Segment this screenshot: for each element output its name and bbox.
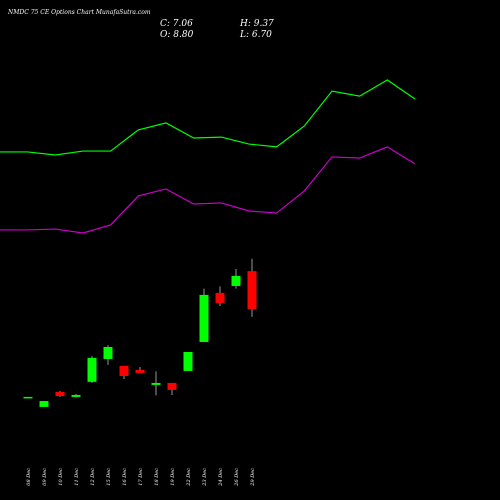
stat: O: 8.80	[160, 30, 194, 40]
stat: C: 7.06	[160, 19, 193, 29]
x-tick-label: 26 Dec	[234, 468, 240, 487]
candle-body	[183, 352, 193, 371]
x-tick-label: 22 Dec	[186, 468, 192, 487]
x-tick-label: 24 Dec	[218, 468, 224, 487]
x-tick-label: 16 Dec	[122, 468, 128, 486]
x-tick-label: 23 Dec	[202, 468, 208, 487]
candle-body	[167, 382, 177, 390]
candle-body	[151, 382, 161, 385]
candle-body	[39, 401, 49, 407]
stat: L: 6.70	[239, 30, 272, 40]
candle-body	[215, 292, 225, 303]
x-tick-label: 17 Dec	[138, 468, 144, 486]
candle-body	[247, 271, 257, 310]
stat: H: 9.37	[239, 19, 274, 29]
x-tick-label: 11 Dec	[74, 468, 80, 486]
candle-body	[87, 357, 97, 382]
indicator-line	[0, 79, 416, 156]
candle-body	[135, 369, 145, 373]
candle-body	[23, 396, 33, 399]
x-tick-label: 19 Dec	[170, 468, 176, 486]
x-tick-label: 18 Dec	[154, 468, 160, 486]
candle-body	[231, 275, 241, 286]
candle-body	[103, 346, 113, 359]
indicator-line	[0, 146, 416, 234]
x-tick-label: 12 Dec	[90, 468, 96, 486]
candle-body	[119, 365, 129, 376]
candle-body	[199, 294, 209, 342]
x-tick-label: 15 Dec	[106, 468, 112, 486]
x-tick-label: 08 Dec	[26, 468, 32, 486]
x-tick-label: 09 Dec	[42, 468, 48, 486]
candle-body	[71, 394, 81, 397]
x-tick-label: 29 Dec	[250, 468, 256, 487]
chart-title: NMDC 75 CE Options Chart MunafaSutra.com	[7, 9, 151, 16]
x-tick-label: 10 Dec	[58, 468, 64, 486]
candle-body	[55, 391, 65, 397]
